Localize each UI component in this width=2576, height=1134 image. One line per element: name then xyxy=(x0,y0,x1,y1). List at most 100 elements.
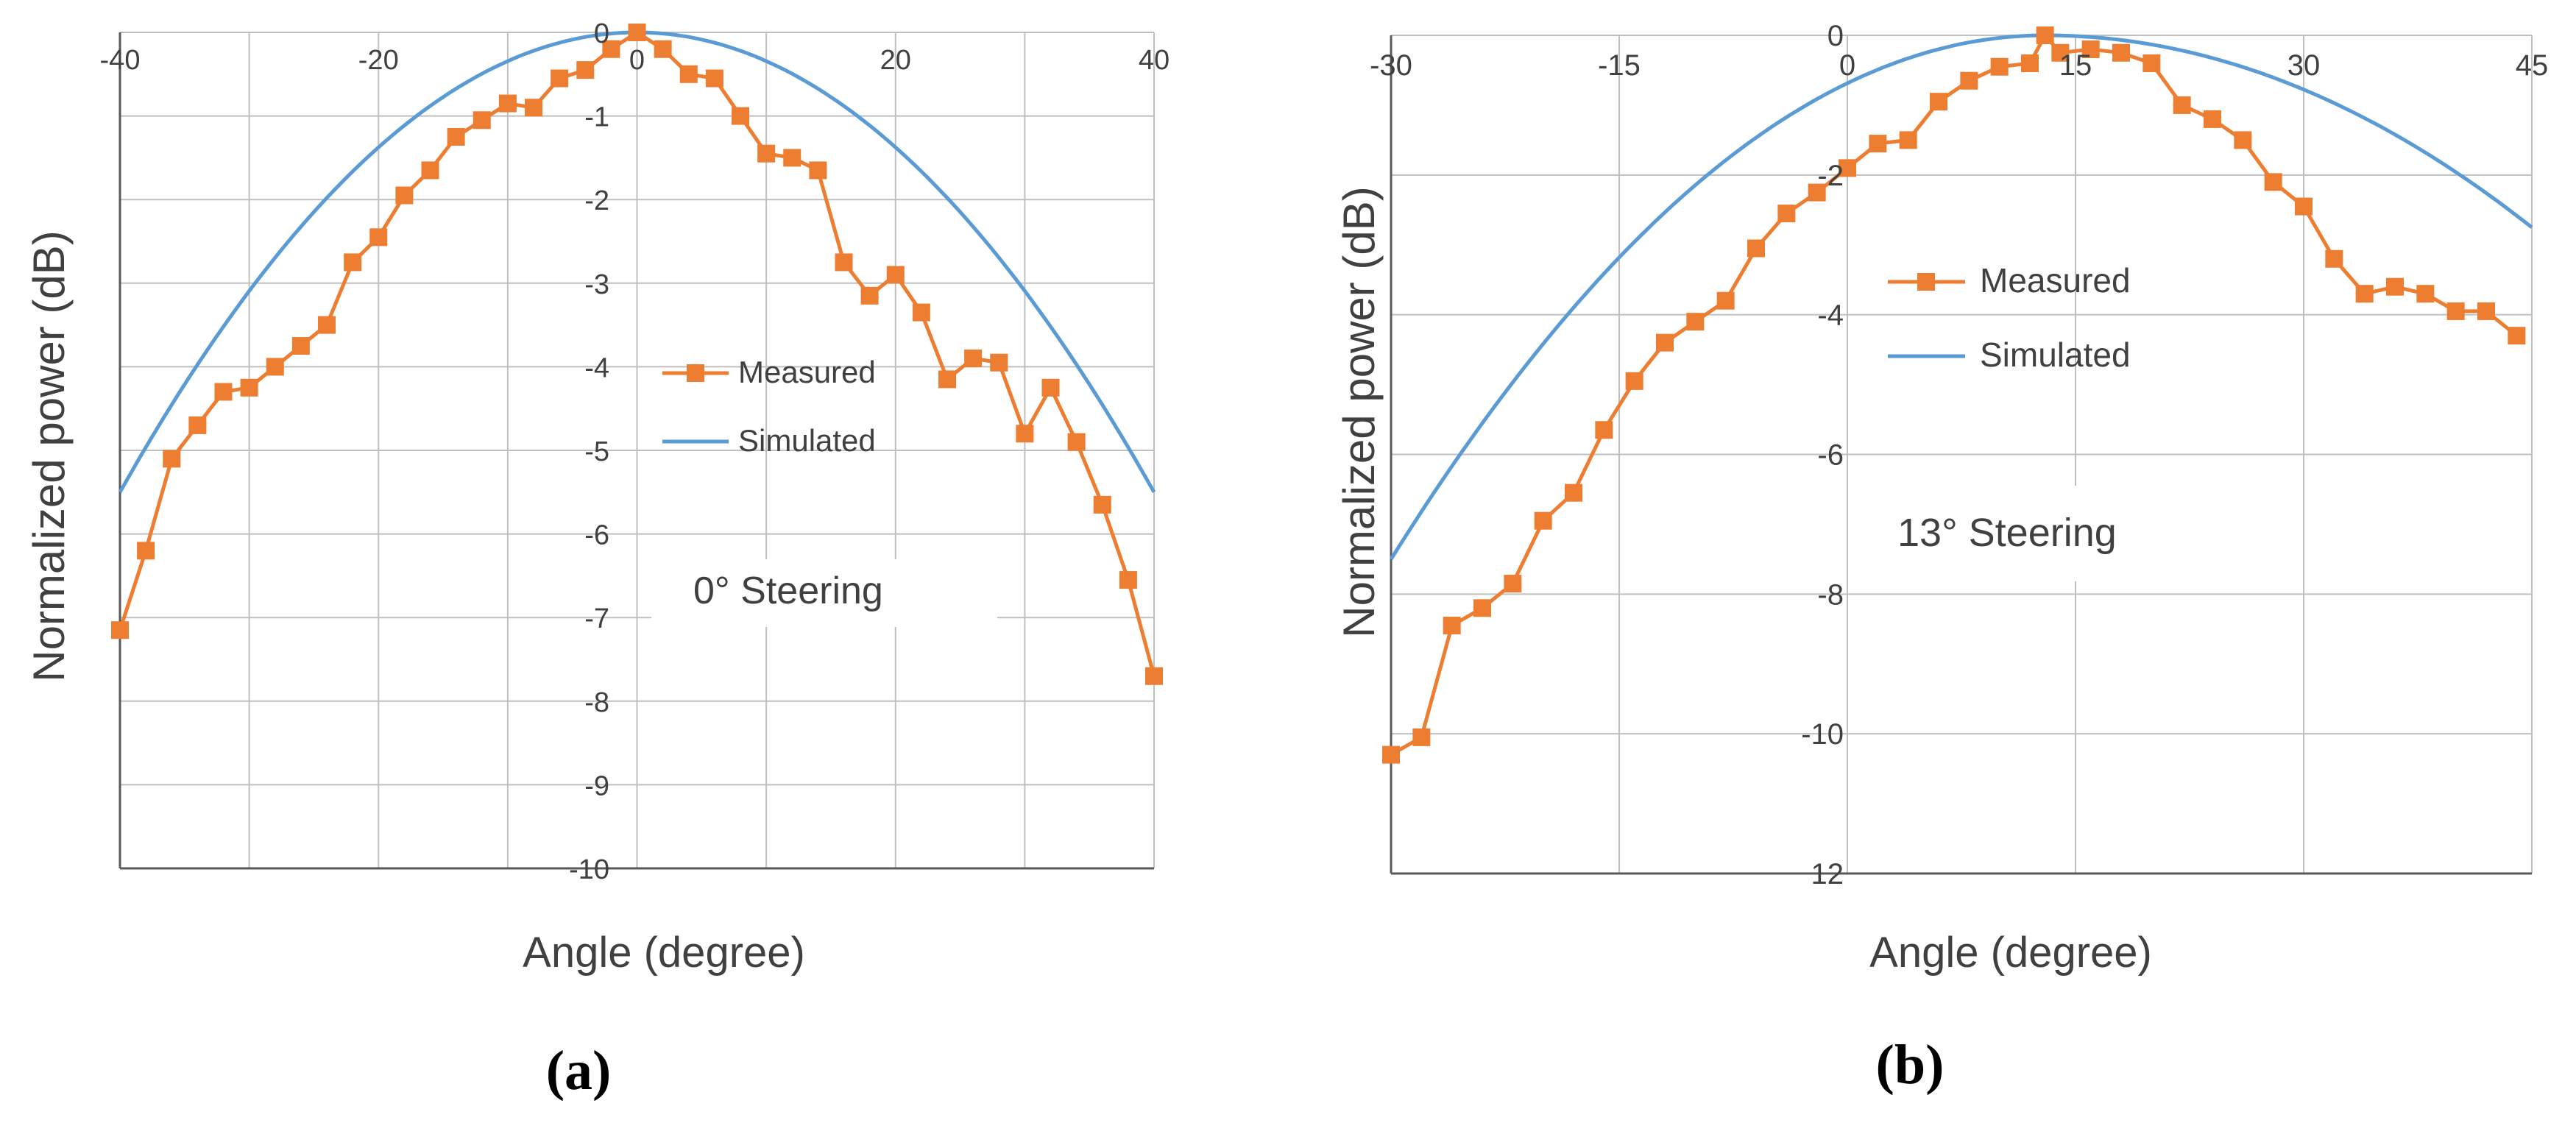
chart-b-y-tick-label: -6 xyxy=(1817,439,1844,472)
chart-b-measured-point xyxy=(1443,617,1461,635)
chart-a-y-tick-label: -6 xyxy=(584,520,609,551)
chart-b-measured-point xyxy=(1777,205,1796,223)
chart-a-legend-measured-marker xyxy=(687,364,704,382)
chart-a-measured-point xyxy=(551,69,569,88)
chart-a-measured-point xyxy=(654,40,672,58)
chart-b-measured-point xyxy=(2325,249,2343,268)
chart-b: -30 -15 0 15 30 45 0 -2 -4 -6 -8 -10 12 Measured Si… xyxy=(1334,20,2548,1096)
chart-b-measured-point xyxy=(2295,197,2313,216)
chart-a-measured-point xyxy=(1119,571,1137,589)
chart-b-measured-point xyxy=(2234,131,2252,149)
chart-b-measured-point xyxy=(1747,239,1765,258)
chart-a-measured-point xyxy=(783,149,802,167)
chart-a-y-tick-label: -2 xyxy=(584,185,609,216)
chart-b-measured-point xyxy=(1382,745,1400,764)
chart-a-measured-point xyxy=(525,99,542,117)
chart-b-x-tick-label: 0 xyxy=(1839,49,1855,82)
chart-b-measured-point xyxy=(2021,54,2039,72)
chart-a-measured-point xyxy=(318,316,336,334)
chart-a-measured-point xyxy=(1067,433,1086,451)
chart-b-y-tick-label: 12 xyxy=(1811,858,1844,890)
chart-b-measured-point xyxy=(1839,159,1856,177)
chart-b-grid xyxy=(1390,35,2533,874)
chart-b-x-tick-label: -30 xyxy=(1370,49,1412,82)
panel-label-a: (a) xyxy=(546,1040,612,1102)
chart-a-measured-point xyxy=(473,111,491,130)
chart-b-legend-simulated-label: Simulated xyxy=(1980,336,2131,374)
chart-a-y-tick-label: -7 xyxy=(584,603,609,634)
chart-b-x-tick-labels: -30 -15 0 15 30 45 xyxy=(1370,49,2548,82)
chart-a-measured-point xyxy=(860,286,879,305)
chart-b-measured-point xyxy=(2036,26,2054,44)
chart-b-measured-point xyxy=(1899,131,1917,149)
chart-a-y-tick-label: -3 xyxy=(584,269,609,300)
chart-a-legend-measured-label: Measured xyxy=(738,355,876,389)
chart-b-measured-point xyxy=(2355,285,2374,303)
chart-a-x-tick-label: -20 xyxy=(358,45,399,76)
chart-a-y-tick-label: 0 xyxy=(594,18,609,49)
chart-b-measured-point xyxy=(2416,285,2435,303)
chart-a-measured-point xyxy=(421,161,439,180)
chart-b-measured-point xyxy=(1960,71,1978,90)
chart-a-measured-point xyxy=(679,65,698,83)
chart-a-y-tick-label: -4 xyxy=(584,352,609,383)
chart-a-x-tick-label: -40 xyxy=(100,45,141,76)
chart-b-legend-measured-label: Measured xyxy=(1980,261,2131,300)
chart-b-measured-point xyxy=(2173,96,2191,114)
chart-a-legend: Measured Simulated xyxy=(662,355,876,458)
chart-b-measured-point xyxy=(1686,313,1705,331)
chart-b-simulated-line xyxy=(1389,33,2533,561)
chart-a-measured-point xyxy=(628,24,646,41)
chart-b-measured-point xyxy=(2386,277,2404,296)
chart-b-measured-point xyxy=(1565,483,1582,502)
chart-a-measured-point xyxy=(912,303,930,322)
chart-a-measured-point xyxy=(498,94,517,113)
chart-b-y-tick-label: -8 xyxy=(1817,578,1844,611)
chart-b-measured-point xyxy=(2081,40,2100,58)
chart-b-measured-point xyxy=(1869,135,1887,153)
chart-b-measured-point xyxy=(1716,291,1735,310)
chart-a: -40 -20 0 20 40 0 -1 -2 -3 -4 -5 -6 -7 -8 -9 -10 Measu… xyxy=(24,18,1170,1102)
chart-a-measured-point xyxy=(188,416,207,434)
chart-a-measured-series xyxy=(111,24,1163,685)
chart-b-y-tick-label: -2 xyxy=(1817,160,1844,192)
chart-a-y-axis-label: Normalized power (dB) xyxy=(24,230,74,682)
chart-b-measured-point xyxy=(2112,43,2130,62)
chart-b-measured-point xyxy=(1656,333,1674,352)
chart-a-x-tick-labels: -40 -20 0 20 40 xyxy=(100,45,1170,76)
chart-a-measured-point xyxy=(240,378,258,397)
chart-a-measured-point xyxy=(137,542,155,560)
chart-b-y-tick-labels: 0 -2 -4 -6 -8 -10 12 xyxy=(1801,20,1844,890)
chart-a-frame xyxy=(118,32,1154,870)
chart-a-measured-point xyxy=(1093,495,1111,514)
chart-b-measured-point xyxy=(2204,110,2221,128)
chart-b-x-tick-label: -15 xyxy=(1598,49,1641,82)
chart-a-x-tick-label: 20 xyxy=(880,45,911,76)
chart-b-simulated-series xyxy=(1389,33,2533,561)
chart-a-measured-point xyxy=(1145,667,1163,685)
chart-b-x-tick-label: 15 xyxy=(2059,49,2092,82)
chart-b-y-tick-label: -4 xyxy=(1817,300,1844,332)
chart-b-x-axis-label: Angle (degree) xyxy=(1869,929,2152,977)
chart-b-measured-point xyxy=(2142,54,2161,72)
chart-a-y-tick-label: -5 xyxy=(584,436,609,467)
chart-a-measured-point xyxy=(395,186,414,205)
chart-a-measured-point xyxy=(835,253,853,272)
chart-b-measured-point xyxy=(1595,421,1613,439)
chart-a-y-tick-label: -9 xyxy=(584,770,609,801)
chart-a-steering-annotation: 0° Steering xyxy=(693,570,883,612)
chart-a-measured-point xyxy=(757,144,776,163)
chart-a-measured-point xyxy=(447,128,465,146)
chart-a-measured-point xyxy=(576,61,595,79)
chart-b-measured-series xyxy=(1382,26,2526,764)
chart-b-y-tick-label: 0 xyxy=(1827,20,1844,52)
chart-a-x-axis-label: Angle (degree) xyxy=(523,929,805,977)
chart-b-x-tick-label: 30 xyxy=(2287,49,2321,82)
chart-a-measured-point xyxy=(938,370,956,389)
chart-b-legend-measured-marker xyxy=(1917,273,1935,291)
chart-b-measured-point xyxy=(1412,728,1431,746)
chart-a-measured-point xyxy=(266,358,284,376)
chart-a-measured-point xyxy=(886,266,905,284)
